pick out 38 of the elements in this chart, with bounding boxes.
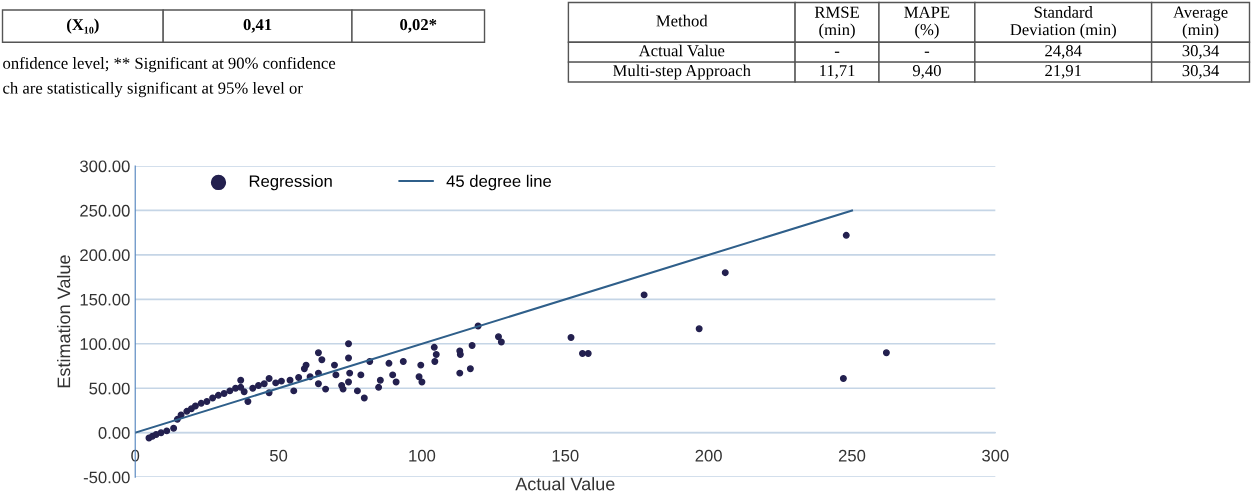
y-tick-label: 300.00	[80, 160, 130, 173]
x-tick-label: 200	[695, 449, 722, 462]
text: 30,34	[1182, 45, 1220, 59]
category-label: (X₁₀)	[67, 18, 99, 34]
text: 24,84	[1045, 45, 1082, 59]
legend-label: 45 degree line	[446, 174, 552, 191]
x-tick-label: 250	[838, 449, 866, 462]
y-tick-label: 0.00	[98, 427, 130, 439]
category-label: Multi-step Approach	[613, 64, 751, 80]
text: 30,34	[1182, 64, 1220, 79]
text: 0,02*	[400, 19, 437, 33]
y-tick-label: 150.00	[80, 293, 130, 306]
category-label: MAPE (%)	[904, 6, 950, 39]
text: 0,41	[243, 19, 272, 33]
category-label: Method	[656, 14, 708, 27]
y-tick-label: -50.00	[83, 471, 130, 484]
text: -	[924, 51, 930, 53]
category-label: Average (min)	[1173, 6, 1228, 39]
text: onfidence level; ** Significant at 90% confidence	[3, 56, 336, 73]
legend-label: Regression	[249, 174, 332, 191]
y-axis-title: Estimation Value	[57, 255, 71, 388]
x-tick-label: 50	[269, 449, 288, 462]
text: 9,40	[912, 64, 941, 79]
x-tick-label: 150	[552, 449, 579, 462]
text: 21,91	[1045, 65, 1081, 79]
category-label: Standard Deviation (min)	[1010, 6, 1116, 39]
y-tick-label: 50.00	[89, 382, 130, 395]
text: 11,71	[820, 65, 855, 79]
text: ch are statistically significant at 95% level or	[3, 81, 303, 98]
y-tick-label: 250.00	[80, 204, 130, 217]
y-tick-label: 100.00	[80, 338, 130, 350]
category-label: Actual Value	[638, 44, 725, 57]
category-label: RMSE (min)	[814, 6, 859, 39]
y-tick-label: 200.00	[80, 249, 130, 262]
x-tick-label: 300	[982, 449, 1009, 462]
text: -	[834, 51, 840, 53]
x-axis-title: Actual Value	[515, 477, 615, 491]
x-tick-label: 100	[409, 449, 436, 462]
